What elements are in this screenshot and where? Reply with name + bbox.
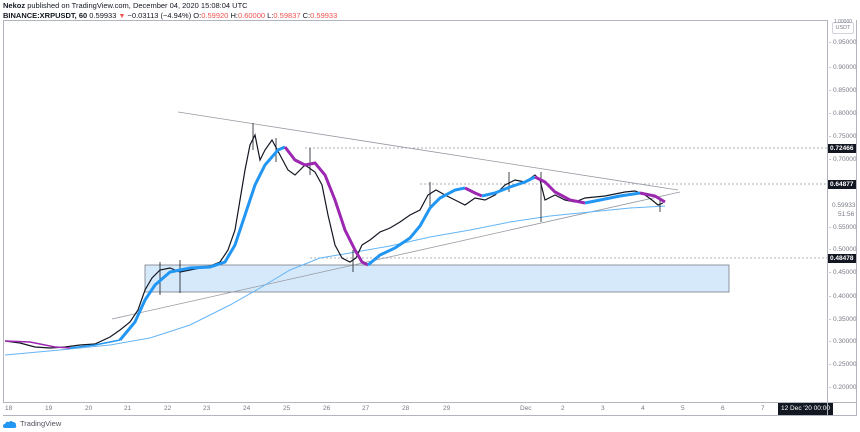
time-tick-label: 28: [402, 405, 410, 412]
currency-label[interactable]: 1.00000 USDT: [832, 19, 854, 34]
tradingview-brand[interactable]: TradingView: [3, 419, 61, 428]
publish-info: published on TradingView.com, December 0…: [27, 1, 248, 10]
price-tick-label: - 0.50000: [829, 246, 857, 253]
time-axis[interactable]: [3, 402, 827, 416]
time-tick-label: 22: [164, 405, 172, 412]
ema-fast-early-up: [69, 339, 121, 349]
ema-fast-up-segment: [118, 145, 286, 341]
price-tick-label: - 0.95000: [829, 39, 857, 46]
ohlc-line: BINANCE:XRPUSDT, 60 0.59933 ▼ −0.03113 (…: [3, 11, 337, 22]
ema-fast-down-segment: [283, 146, 369, 267]
axis-corner: [827, 402, 857, 416]
price-tick-label: - 0.85000: [829, 87, 857, 94]
time-tick-label: 24: [243, 405, 251, 412]
chart-pane[interactable]: [3, 20, 827, 403]
price-tick-label: - 0.70000: [829, 156, 857, 163]
price-axis[interactable]: [827, 20, 857, 403]
price-tick-label: - 0.45000: [829, 269, 857, 276]
low-label: L:: [267, 11, 274, 20]
down-arrow-icon: ▼: [118, 13, 126, 20]
price-tick-label: - 0.40000: [829, 293, 857, 300]
crosshair-time-label: 12 Dec '20 00:00: [778, 403, 833, 415]
time-tick-label: 21: [124, 405, 132, 412]
top-price-label: 1.00000: [833, 19, 853, 25]
bar-countdown: 51:56: [838, 211, 855, 218]
price-tick-label: - 0.90000: [829, 64, 857, 71]
price-tick-label: - 0.35000: [829, 316, 857, 323]
author-name[interactable]: Nekoz: [3, 1, 26, 10]
close-label: C:: [302, 11, 311, 20]
tradingview-text: TradingView: [20, 419, 62, 428]
time-tick-label: 20: [85, 405, 93, 412]
sma-slow-line: [4, 205, 666, 356]
publish-line: Nekoz published on TradingView.com, Dece…: [3, 1, 337, 11]
candlesticks: [4, 123, 664, 349]
high-value: 0.60000: [237, 11, 266, 20]
time-tick-label: 5: [681, 405, 685, 412]
price-tick-label: - 0.20000: [829, 384, 857, 391]
close-value: 0.59933: [310, 11, 338, 20]
chart-header: Nekoz published on TradingView.com, Dece…: [3, 1, 337, 22]
open-label: O:: [193, 11, 202, 20]
time-tick-label: 4: [641, 405, 645, 412]
last-price: 0.59933: [89, 11, 117, 20]
symbol-label: BINANCE:XRPUSDT, 60: [3, 11, 88, 20]
time-tick-label: 2: [561, 405, 565, 412]
price-tick-label: - 0.25000: [829, 361, 857, 368]
price-tick-label: - 0.30000: [829, 338, 857, 345]
time-tick-label: 26: [323, 405, 331, 412]
time-tick-label: 25: [283, 405, 291, 412]
demand-zone-rectangle[interactable]: [144, 264, 730, 293]
lower-trendline[interactable]: [111, 191, 681, 320]
ema-fast-early-down: [4, 340, 71, 349]
price-level-tag[interactable]: 0.48478: [828, 254, 856, 263]
ema-fast-down-segment-4: [639, 191, 666, 204]
time-tick-label: 7: [761, 405, 765, 412]
price-tick-label: - 0.75000: [829, 133, 857, 140]
time-tick-label: 19: [45, 405, 53, 412]
upper-trendline[interactable]: [177, 111, 679, 191]
time-tick-label: 27: [362, 405, 370, 412]
price-tick-label: - 0.80000: [829, 110, 857, 117]
currency-text: USDT: [835, 25, 851, 31]
open-value: 0.59920: [201, 11, 229, 20]
low-value: 0.59837: [273, 11, 301, 20]
time-tick-label: 29: [443, 405, 451, 412]
ema-fast-up-segment-4: [584, 191, 641, 205]
price-level-tag[interactable]: 0.64877: [828, 180, 856, 189]
price-level-tag[interactable]: 0.72466: [828, 144, 856, 153]
tradingview-cloud-icon: [3, 420, 17, 428]
price-change: −0.03113 (−4.94%): [127, 11, 192, 20]
time-tick-label: 6: [721, 405, 725, 412]
time-tick-label: 3: [601, 405, 605, 412]
time-tick-label: 18: [5, 405, 13, 412]
high-label: H:: [230, 11, 238, 20]
time-tick-label: Dec: [520, 405, 532, 412]
price-tick-label: - 0.55000: [829, 224, 857, 231]
ema-fast-up-segment-3: [481, 175, 536, 198]
ema-fast-up-segment-2: [367, 186, 466, 267]
ema-fast-down-segment-3: [534, 175, 586, 205]
current-price-label: 0.59933: [832, 202, 856, 209]
time-tick-label: 23: [203, 405, 211, 412]
ema-fast-down-segment-2: [464, 186, 483, 198]
